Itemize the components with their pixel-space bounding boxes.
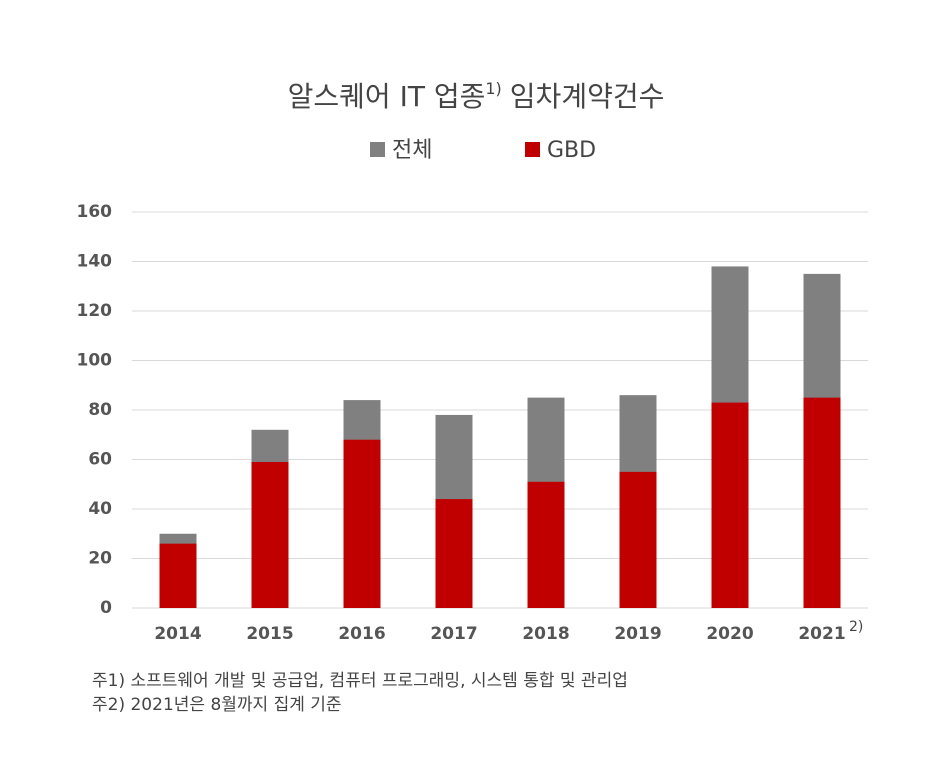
y-tick-label: 140 bbox=[77, 252, 113, 272]
bar bbox=[619, 471, 657, 608]
bar bbox=[435, 499, 473, 608]
x-tick-label: 2015 bbox=[246, 624, 293, 644]
footnote: 주2) 2021년은 8월까지 집계 기준 bbox=[92, 695, 342, 715]
bar bbox=[159, 543, 197, 608]
y-tick-label: 100 bbox=[77, 351, 113, 371]
bar bbox=[803, 397, 841, 608]
bar bbox=[343, 439, 381, 608]
x-tick-label: 2016 bbox=[338, 624, 385, 644]
title-superscript: 1) bbox=[485, 79, 501, 98]
legend-swatch bbox=[525, 142, 540, 157]
legend-swatch bbox=[370, 142, 385, 157]
chart-title: 알스퀘어 IT 업종1) 임차계약건수 bbox=[288, 79, 665, 114]
legend-label: 전체 bbox=[392, 138, 432, 163]
x-tick-label: 2021 bbox=[798, 624, 845, 644]
y-tick-label: 160 bbox=[77, 202, 113, 222]
x-tick-label: 2014 bbox=[154, 624, 201, 644]
bar bbox=[711, 402, 749, 608]
category-annotation: 2) bbox=[849, 619, 863, 635]
bar bbox=[251, 461, 289, 608]
y-tick-label: 0 bbox=[100, 598, 112, 618]
title-main: 알스퀘어 IT 업종 bbox=[288, 80, 486, 113]
title-suffix: 임차계약건수 bbox=[510, 80, 665, 113]
x-tick-label: 2020 bbox=[706, 624, 753, 644]
bar bbox=[527, 481, 565, 608]
x-tick-label: 2018 bbox=[522, 624, 569, 644]
footnote: 주1) 소프트웨어 개발 및 공급업, 컴퓨터 프로그래밍, 시스템 통합 및 … bbox=[92, 671, 628, 691]
y-tick-label: 20 bbox=[88, 549, 112, 569]
y-tick-label: 80 bbox=[88, 400, 112, 420]
y-tick-label: 120 bbox=[77, 301, 113, 321]
legend-label: GBD bbox=[547, 138, 596, 163]
y-tick-label: 60 bbox=[88, 450, 112, 470]
y-tick-label: 40 bbox=[88, 499, 112, 519]
x-tick-label: 2017 bbox=[430, 624, 477, 644]
x-tick-label: 2019 bbox=[614, 624, 661, 644]
